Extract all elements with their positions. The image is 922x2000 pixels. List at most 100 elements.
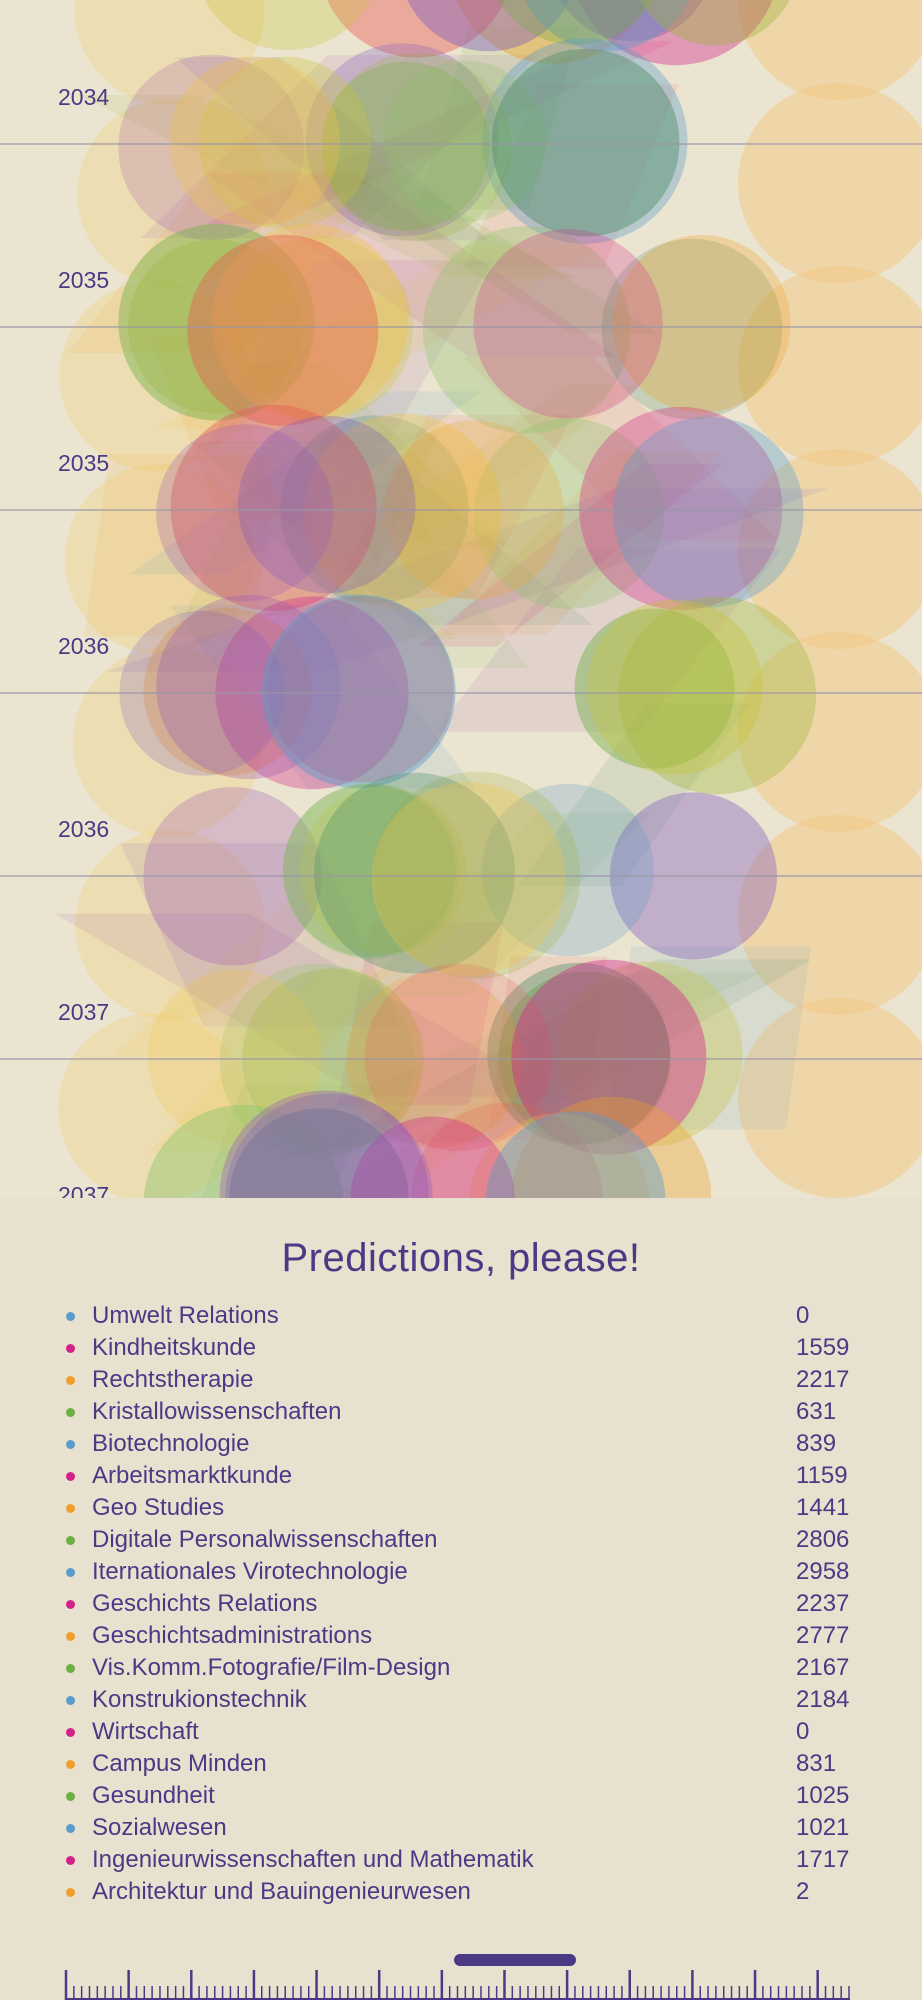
legend-value: 839 <box>796 1430 837 1457</box>
bubble <box>118 54 305 241</box>
flow-ribbon <box>274 150 658 334</box>
flow-ribbon <box>518 703 750 887</box>
legend-value: 1021 <box>796 1814 850 1841</box>
legend-row[interactable]: Architektur und Bauingenieurwesen 2 <box>62 1876 862 1908</box>
bubble <box>64 464 255 654</box>
bubble <box>738 0 922 100</box>
legend-value: 2217 <box>796 1366 850 1393</box>
bubble <box>612 416 804 608</box>
legend-row[interactable]: Geschichtsadministrations 2777 <box>62 1620 862 1652</box>
legend-row[interactable]: Geschichts Relations 2237 <box>62 1588 862 1620</box>
flow-ribbon <box>314 385 641 569</box>
bubble <box>322 52 512 242</box>
bubble <box>491 48 680 237</box>
legend-row[interactable]: Vis.Komm.Fotografie/Film-Design 2167 <box>62 1652 862 1684</box>
flow-ribbon <box>353 812 651 996</box>
legend-label: Campus Minden <box>92 1750 267 1777</box>
flow-ribbon <box>204 41 675 225</box>
legend-row[interactable]: Kindheitskunde 1559 <box>62 1332 862 1364</box>
flow-ribbon <box>237 363 511 547</box>
bubble <box>525 0 689 52</box>
bubble <box>305 43 499 237</box>
legend-row[interactable]: Ingenieurwissenschaften und Mathematik 17… <box>62 1844 862 1876</box>
legend-list: Umwelt Relations 0 Kindheitskunde 1559 Recht… <box>62 1300 862 1908</box>
panel-title: Predictions, please! <box>281 1236 641 1280</box>
bubble-stream-graphic <box>0 0 922 1198</box>
bubble <box>147 969 322 1145</box>
legend-row[interactable]: Campus Minden 831 <box>62 1748 862 1780</box>
bubble <box>557 961 743 1147</box>
bubble <box>282 782 460 960</box>
legend-label: Geschichts Relations <box>92 1590 318 1617</box>
legend-row[interactable]: Biotechnologie 839 <box>62 1428 862 1460</box>
legend-value: 1159 <box>796 1462 848 1489</box>
legend-label: Rechtstherapie <box>92 1366 254 1393</box>
bubble <box>422 226 631 434</box>
bubble <box>640 0 790 46</box>
legend-row[interactable]: Konstrukionstechnik 2184 <box>62 1684 862 1716</box>
legend-row[interactable]: Iternationales Virotechnologie 2958 <box>62 1556 862 1588</box>
legend-value: 1025 <box>796 1782 850 1809</box>
bubble <box>74 0 265 105</box>
bubble <box>364 963 553 1152</box>
legend-row[interactable]: Digitale Personalwissenschaften 2806 <box>62 1524 862 1556</box>
legend-value: 2958 <box>796 1558 850 1585</box>
bubble <box>299 787 467 955</box>
bubble <box>77 98 268 288</box>
legend-label: Architektur und Bauingenieurwesen <box>92 1878 471 1905</box>
bubble <box>469 1113 650 1198</box>
year-label: 2037 <box>58 999 110 1025</box>
bubble <box>738 83 922 283</box>
legend-value: 2167 <box>796 1654 850 1681</box>
flow-ribbon <box>140 55 538 239</box>
bubble <box>411 1102 603 1198</box>
legend-value: 1559 <box>796 1334 850 1361</box>
legend-dot-icon <box>66 1408 75 1417</box>
flow-ribbon <box>330 414 574 598</box>
legend-row[interactable]: Rechtstherapie 2217 <box>62 1364 862 1396</box>
legend-dot-icon <box>66 1632 75 1641</box>
flow-ribbon <box>464 84 679 268</box>
flow-ribbon <box>174 57 489 241</box>
flow-ribbon <box>434 548 782 732</box>
legend-dot-icon <box>66 1792 75 1801</box>
legend-row[interactable]: Kristallowissenschaften 631 <box>62 1396 862 1428</box>
bubble <box>321 61 491 231</box>
bubble <box>482 38 688 244</box>
legend-label: Iternationales Virotechnologie <box>92 1558 408 1585</box>
legend-dot-icon <box>66 1440 75 1449</box>
legend-value: 831 <box>796 1750 837 1777</box>
legend-label: Biotechnologie <box>92 1430 250 1457</box>
timeline-visualization[interactable]: 2034 2035 2035 2036 2036 2037 2037 <box>0 0 922 1198</box>
bubble <box>578 0 773 66</box>
legend-label: Geschichtsadministrations <box>92 1622 373 1649</box>
legend-row[interactable]: Wirtschaft 0 <box>62 1716 862 1748</box>
legend-row[interactable]: Gesundheit 1025 <box>62 1780 862 1812</box>
legend-value: 1717 <box>796 1846 850 1873</box>
flow-ribbon <box>206 173 619 357</box>
bubble <box>156 594 341 780</box>
legend-value: 2237 <box>796 1590 850 1617</box>
bubble <box>498 971 672 1144</box>
legend-row[interactable]: Sozialwesen 1021 <box>62 1812 862 1844</box>
timeline-scrubber-thumb[interactable] <box>454 1954 576 1966</box>
flow-ribbon <box>487 956 608 1140</box>
legend-row[interactable]: Arbeitsmarktkunde 1159 <box>62 1460 862 1492</box>
legend-row[interactable]: Umwelt Relations 0 <box>62 1300 862 1332</box>
timeline-ruler[interactable] <box>0 1962 922 2000</box>
bubble <box>738 449 922 649</box>
legend-value: 2 <box>796 1878 810 1905</box>
legend-dot-icon <box>66 1376 75 1385</box>
flow-ribbon <box>318 485 529 669</box>
bubble <box>282 784 456 957</box>
flow-ribbon <box>68 169 386 353</box>
flow-ribbon <box>326 1052 613 1198</box>
flow-ribbon <box>440 451 721 635</box>
bubble <box>456 0 649 64</box>
legend-row[interactable]: Geo Studies 1441 <box>62 1492 862 1524</box>
bubble <box>560 0 703 42</box>
bubble <box>156 424 334 602</box>
bubble <box>229 1108 409 1198</box>
bubble <box>219 963 415 1159</box>
legend-dot-icon <box>66 1824 75 1833</box>
